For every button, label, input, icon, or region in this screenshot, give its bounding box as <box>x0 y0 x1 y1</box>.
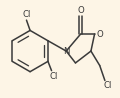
Text: O: O <box>77 5 84 15</box>
Text: O: O <box>96 29 103 39</box>
Text: Cl: Cl <box>103 81 112 90</box>
Text: Cl: Cl <box>49 72 58 81</box>
Text: Cl: Cl <box>22 10 31 19</box>
Text: N: N <box>63 47 69 56</box>
